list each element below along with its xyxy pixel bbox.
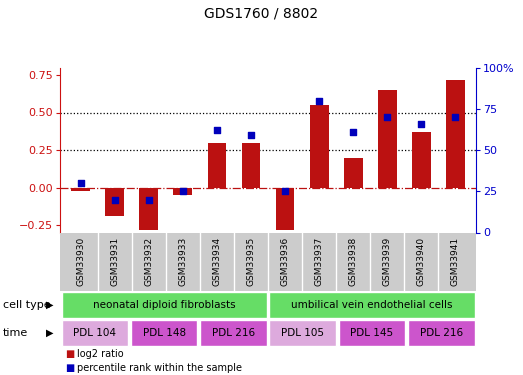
Text: GSM33934: GSM33934 <box>212 237 221 286</box>
Point <box>76 180 85 186</box>
Bar <box>174 188 192 195</box>
Bar <box>200 320 267 346</box>
Text: PDL 216: PDL 216 <box>420 328 463 338</box>
Text: ▶: ▶ <box>47 328 54 338</box>
Bar <box>446 80 465 188</box>
Text: GDS1760 / 8802: GDS1760 / 8802 <box>204 7 319 21</box>
Text: PDL 216: PDL 216 <box>212 328 255 338</box>
Point <box>179 188 187 194</box>
Point <box>349 129 357 135</box>
Bar <box>378 90 396 188</box>
Bar <box>276 188 294 230</box>
Point <box>247 132 255 138</box>
Bar <box>408 320 474 346</box>
Bar <box>62 320 128 346</box>
Text: GSM33933: GSM33933 <box>178 237 187 286</box>
Bar <box>131 320 197 346</box>
Point <box>383 114 392 120</box>
Bar <box>269 292 474 318</box>
Bar <box>140 188 158 230</box>
Bar <box>269 320 336 346</box>
Point <box>281 188 289 194</box>
Text: PDL 105: PDL 105 <box>281 328 324 338</box>
Text: percentile rank within the sample: percentile rank within the sample <box>77 363 242 373</box>
Bar <box>105 188 124 216</box>
Text: ▶: ▶ <box>47 300 54 310</box>
Text: GSM33931: GSM33931 <box>110 237 119 286</box>
Text: GSM33936: GSM33936 <box>280 237 290 286</box>
Bar <box>412 132 431 188</box>
Text: GSM33935: GSM33935 <box>246 237 256 286</box>
Text: GSM33938: GSM33938 <box>349 237 358 286</box>
Bar <box>62 292 267 318</box>
Bar <box>208 142 226 188</box>
Text: GSM33941: GSM33941 <box>451 237 460 286</box>
Text: GSM33937: GSM33937 <box>315 237 324 286</box>
Point <box>315 98 323 104</box>
Text: log2 ratio: log2 ratio <box>77 349 123 359</box>
Text: time: time <box>3 328 28 338</box>
Point <box>451 114 460 120</box>
Text: PDL 145: PDL 145 <box>350 328 393 338</box>
Bar <box>310 105 328 188</box>
Bar <box>242 142 260 188</box>
Text: neonatal diploid fibroblasts: neonatal diploid fibroblasts <box>93 300 235 310</box>
Text: GSM33939: GSM33939 <box>383 237 392 286</box>
Text: ■: ■ <box>65 349 75 359</box>
Point <box>144 196 153 202</box>
Point <box>213 127 221 133</box>
Text: PDL 104: PDL 104 <box>73 328 116 338</box>
Text: ■: ■ <box>65 363 75 373</box>
Text: umbilical vein endothelial cells: umbilical vein endothelial cells <box>291 300 453 310</box>
Point <box>417 121 426 127</box>
Bar <box>344 158 362 188</box>
Text: GSM33940: GSM33940 <box>417 237 426 286</box>
Bar <box>339 320 405 346</box>
Text: cell type: cell type <box>3 300 50 310</box>
Text: PDL 148: PDL 148 <box>143 328 186 338</box>
Point <box>110 196 119 202</box>
Text: GSM33932: GSM33932 <box>144 237 153 286</box>
Text: GSM33930: GSM33930 <box>76 237 85 286</box>
Bar <box>71 188 90 190</box>
